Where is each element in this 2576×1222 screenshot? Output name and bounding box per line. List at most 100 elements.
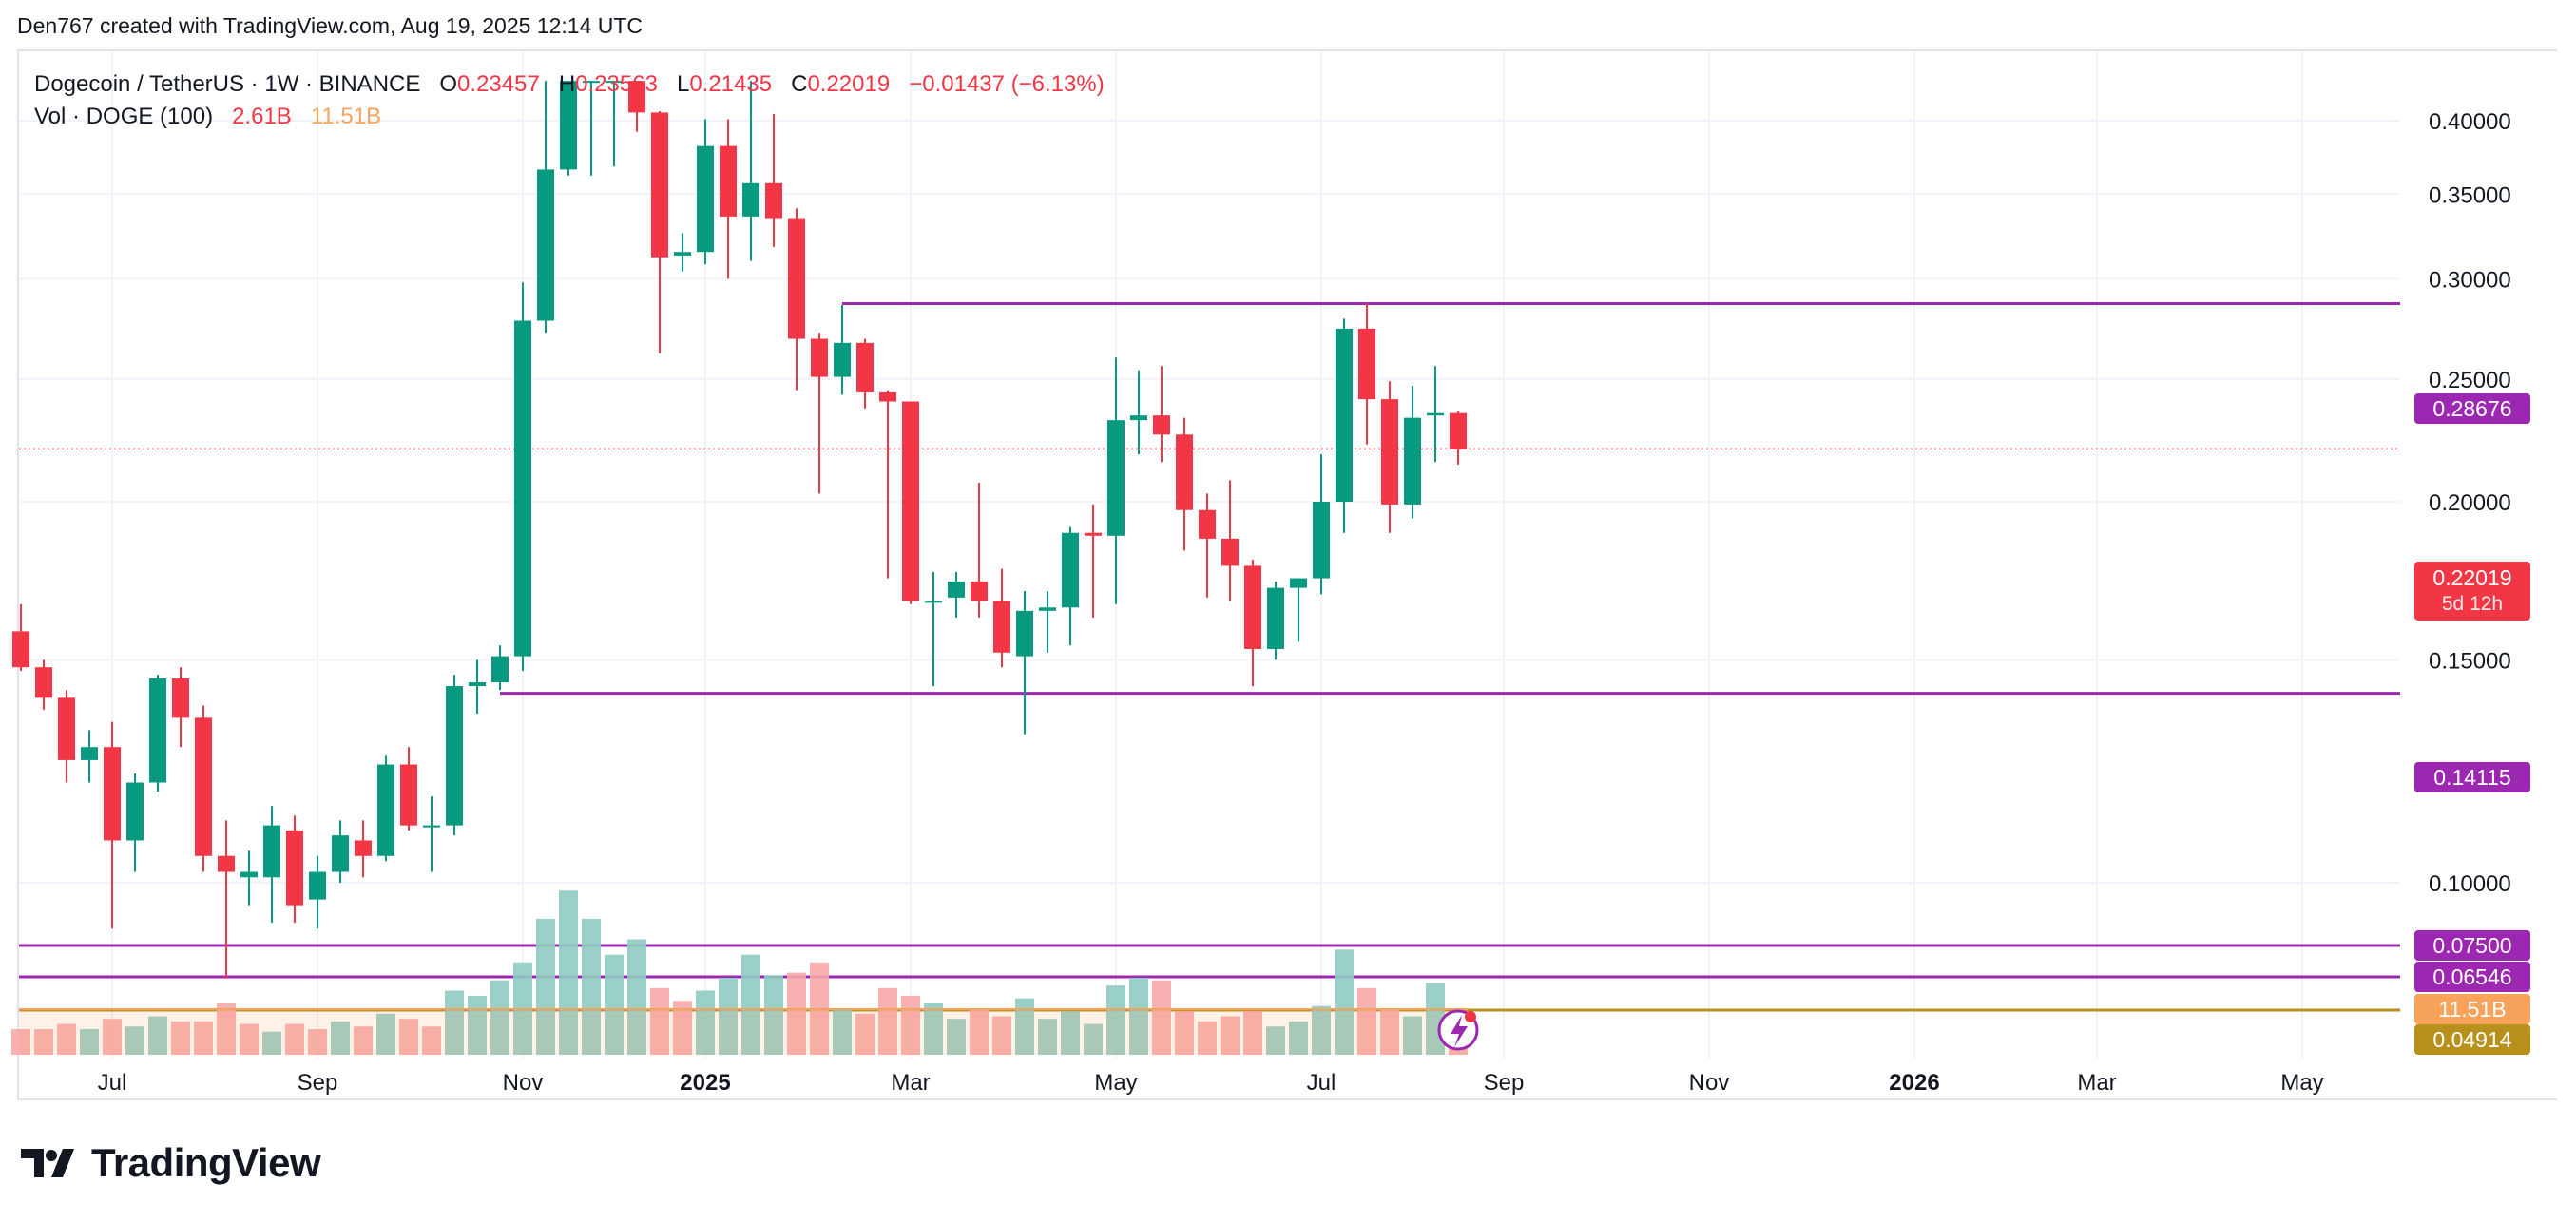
volume-bar (1357, 987, 1376, 1055)
level-3-price-label: 0.04914 (2414, 1024, 2530, 1055)
candle-body (1358, 328, 1375, 400)
volume-bar (924, 1003, 943, 1055)
brand-name: TradingView (91, 1140, 321, 1185)
candle-body (1313, 502, 1330, 579)
volume-label[interactable]: Vol · DOGE (100) (34, 104, 214, 129)
volume-bar (582, 918, 601, 1055)
candle-body (902, 401, 919, 601)
time-tick-label: Mar (891, 1070, 930, 1096)
volume-bar (445, 990, 464, 1055)
volume-ma-price-label: 11.51B (2414, 994, 2530, 1024)
candle-body (1450, 412, 1467, 449)
volume-bar (627, 939, 646, 1055)
symbol-title[interactable]: Dogecoin / TetherUS · 1W · BINANCE (34, 71, 421, 97)
candle-body (1221, 538, 1239, 566)
open-label: O (439, 71, 458, 97)
volume-bar (559, 890, 578, 1055)
volume-bar (605, 954, 624, 1055)
lightning-event-icon[interactable] (1437, 1009, 1479, 1051)
time-tick-label: Nov (503, 1070, 544, 1096)
volume-row: Vol · DOGE (100) 2.61B 11.51B (34, 101, 1105, 133)
candle-body (35, 667, 52, 698)
close-label: C (791, 71, 808, 97)
time-tick-label: Sep (1484, 1070, 1525, 1096)
price-tick-label: 0.35000 (2429, 182, 2511, 208)
candle-body (309, 871, 326, 900)
volume-bar (1243, 1011, 1262, 1055)
candlestick-chart[interactable]: 0.40000 0.35000 0.30000 0.25000 0.20000 0.150… (0, 0, 2576, 1112)
candle-body (948, 581, 965, 598)
volume-bar (194, 1021, 213, 1055)
candle-body (1404, 417, 1421, 505)
chart-frame (17, 49, 2557, 1100)
candle-body (674, 252, 691, 256)
candle-body (811, 338, 828, 377)
volume-bar (171, 1021, 190, 1055)
candle-body (1176, 434, 1193, 510)
volume-bar (103, 1019, 122, 1055)
horizontal-levels (19, 302, 2400, 1012)
high-label: H (558, 71, 576, 97)
candle-body (651, 112, 668, 258)
candle-body (286, 830, 303, 906)
candle-body (104, 747, 121, 841)
volume-bar (1129, 978, 1148, 1055)
volume-bar (1015, 998, 1034, 1055)
candles (12, 81, 1467, 979)
candle-body (993, 601, 1010, 653)
time-tick-label: 2026 (1889, 1070, 1939, 1096)
volume-value: 2.61B (232, 104, 292, 129)
time-axis: Jul Sep Nov 2025 Mar May Jul Sep Nov 2026 Mar May (98, 1070, 2324, 1096)
footer-brand[interactable]: TradingView (21, 1140, 321, 1186)
time-tick-label: Mar (2077, 1070, 2116, 1096)
volume-bar (719, 978, 738, 1055)
time-tick-label: 2025 (680, 1070, 730, 1096)
close-value: 0.22019 (807, 71, 891, 97)
volume-bar (1221, 1016, 1240, 1055)
volume-bar (422, 1026, 441, 1055)
volume-bar (536, 918, 555, 1055)
candle-body (12, 631, 29, 668)
candle-body (583, 81, 600, 84)
candle-body (1130, 415, 1147, 421)
volume-bar (1038, 1019, 1057, 1055)
candle-body (81, 747, 98, 760)
candle-body (423, 825, 440, 828)
volume-bar (741, 954, 760, 1055)
candle-body (788, 218, 805, 339)
candle-body (514, 320, 531, 657)
volume-bar (970, 1008, 989, 1055)
change-value: −0.01437 (−6.13%) (909, 71, 1105, 97)
candle-body (1039, 607, 1056, 611)
volume-bars (11, 890, 1468, 1055)
candle-body (1085, 532, 1102, 536)
candle-body (1107, 420, 1125, 536)
volume-bar (1403, 1016, 1422, 1055)
volume-bar (1061, 1011, 1080, 1055)
volume-bar (217, 1003, 236, 1055)
candle-body (491, 656, 509, 683)
candle-body (446, 686, 463, 826)
candle-body (1199, 509, 1216, 539)
candle-body (560, 81, 577, 170)
volume-bar (354, 1026, 373, 1055)
candle-body (720, 145, 737, 217)
volume-bar (331, 1021, 350, 1055)
candle-body (1336, 328, 1353, 502)
volume-bar (1335, 949, 1354, 1055)
candle-body (126, 782, 144, 841)
candle-body (971, 581, 988, 601)
candle-body (240, 871, 258, 878)
candle-body (834, 342, 851, 377)
high-value: 0.23563 (575, 71, 658, 97)
candle-body (58, 697, 75, 760)
volume-bar (1175, 1011, 1194, 1055)
candle-body (1267, 587, 1284, 649)
candle-body (925, 601, 942, 603)
candle-body (195, 717, 212, 856)
volume-bar (1449, 1046, 1468, 1055)
volume-bar (1084, 1023, 1103, 1055)
volume-bar (285, 1023, 304, 1055)
price-tick-label: 0.10000 (2429, 871, 2511, 897)
candle-body (355, 840, 372, 856)
